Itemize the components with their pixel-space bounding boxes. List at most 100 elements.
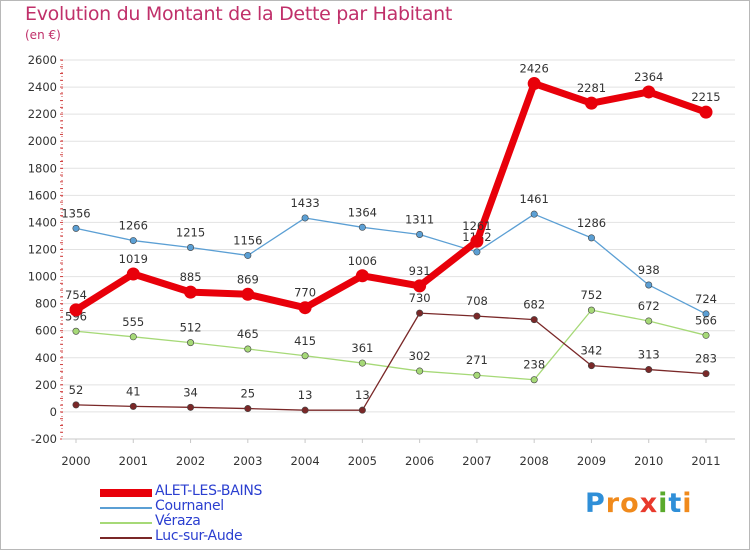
y-tick-label: 2200 — [28, 107, 57, 121]
legend-label: Cournanel — [155, 498, 224, 514]
data-point — [187, 339, 195, 347]
data-point — [126, 267, 140, 281]
data-point — [645, 317, 653, 325]
data-label: 2215 — [691, 90, 720, 104]
legend-swatch — [100, 489, 152, 497]
data-point — [645, 281, 653, 289]
chart-subtitle: (en €) — [25, 28, 61, 42]
data-point — [72, 224, 80, 232]
data-point — [69, 303, 83, 317]
series-line — [75, 309, 707, 381]
x-tick-label: 2006 — [405, 454, 434, 468]
data-point — [244, 405, 252, 413]
data-point — [702, 331, 710, 339]
chart-title: Evolution du Montant de la Dette par Hab… — [25, 3, 453, 25]
data-label: 313 — [638, 348, 660, 362]
y-tick-label: 0 — [50, 405, 57, 419]
legend-swatch — [100, 537, 152, 539]
logo-letter: i — [682, 488, 693, 519]
data-label: 2364 — [634, 70, 663, 84]
data-label: 1433 — [290, 196, 319, 210]
data-label: 25 — [240, 387, 255, 401]
data-label: 34 — [183, 385, 198, 399]
data-label: 1356 — [61, 206, 90, 220]
x-tick-label: 2008 — [520, 454, 549, 468]
data-label: 730 — [409, 291, 431, 305]
logo-letter: r — [605, 488, 621, 519]
data-label: 555 — [122, 315, 144, 329]
data-point — [473, 248, 481, 256]
x-tick-label: 2009 — [577, 454, 606, 468]
data-label: 1156 — [233, 233, 262, 247]
data-label: 1311 — [405, 212, 434, 226]
data-label: 1261 — [462, 219, 491, 233]
x-tick-label: 2010 — [634, 454, 663, 468]
y-tick-label: 2000 — [28, 134, 57, 148]
x-tick-label: 2003 — [233, 454, 262, 468]
data-point — [416, 367, 424, 375]
logo-letter: P — [585, 488, 606, 519]
data-label: 1019 — [119, 252, 148, 266]
data-point — [358, 223, 366, 231]
logo-letter: t — [668, 488, 683, 519]
logo-letter: x — [639, 488, 659, 519]
series-line — [75, 312, 707, 411]
data-point — [301, 406, 309, 414]
data-point — [241, 287, 255, 301]
data-label: 52 — [69, 383, 84, 397]
data-point — [416, 230, 424, 238]
data-label: 1364 — [348, 205, 377, 219]
series-alet-les-bains: 754 1019 885 869 770 1006 931 1261 2426 2281 2364 2… — [65, 62, 721, 317]
data-label: 672 — [638, 299, 660, 313]
logo-letter: o — [620, 488, 640, 519]
data-point — [184, 285, 198, 299]
data-point — [702, 370, 710, 378]
data-point — [129, 237, 137, 245]
data-point — [244, 251, 252, 259]
data-point — [702, 310, 710, 318]
data-label: 724 — [695, 292, 717, 306]
data-label: 302 — [409, 349, 431, 363]
data-label: 869 — [237, 272, 259, 286]
legend-label: ALET-LES-BAINS — [155, 483, 263, 499]
data-point — [301, 352, 309, 360]
legend-swatch — [100, 507, 152, 509]
data-label: 1266 — [119, 219, 148, 233]
data-point — [473, 312, 481, 320]
data-label: 415 — [294, 334, 316, 348]
x-tick-label: 2001 — [119, 454, 148, 468]
data-point — [129, 402, 137, 410]
y-tick-label: 2600 — [28, 53, 57, 67]
data-point — [699, 105, 713, 119]
data-point — [72, 401, 80, 409]
data-label: 238 — [523, 358, 545, 372]
data-label: 2281 — [577, 81, 606, 95]
data-point — [244, 345, 252, 353]
data-label: 752 — [580, 288, 602, 302]
legend-swatch — [100, 522, 152, 524]
data-label: 13 — [298, 388, 313, 402]
data-point — [413, 279, 427, 293]
data-label: 283 — [695, 352, 717, 366]
data-point — [587, 234, 595, 242]
data-label: 931 — [409, 264, 431, 278]
x-tick-label: 2002 — [176, 454, 205, 468]
data-point — [470, 234, 484, 248]
data-label: 1461 — [520, 192, 549, 206]
data-point — [72, 327, 80, 335]
data-point — [527, 77, 541, 91]
data-point — [584, 96, 598, 110]
y-tick-label: 1200 — [28, 243, 57, 257]
data-point — [587, 306, 595, 314]
data-point — [530, 376, 538, 384]
y-tick-label: 400 — [35, 351, 57, 365]
data-point — [187, 403, 195, 411]
data-label: 1215 — [176, 225, 205, 239]
data-point — [530, 316, 538, 324]
data-point — [530, 210, 538, 218]
x-tick-label: 2004 — [290, 454, 319, 468]
data-label: 41 — [126, 384, 141, 398]
data-point — [473, 371, 481, 379]
data-label: 2426 — [520, 62, 549, 76]
